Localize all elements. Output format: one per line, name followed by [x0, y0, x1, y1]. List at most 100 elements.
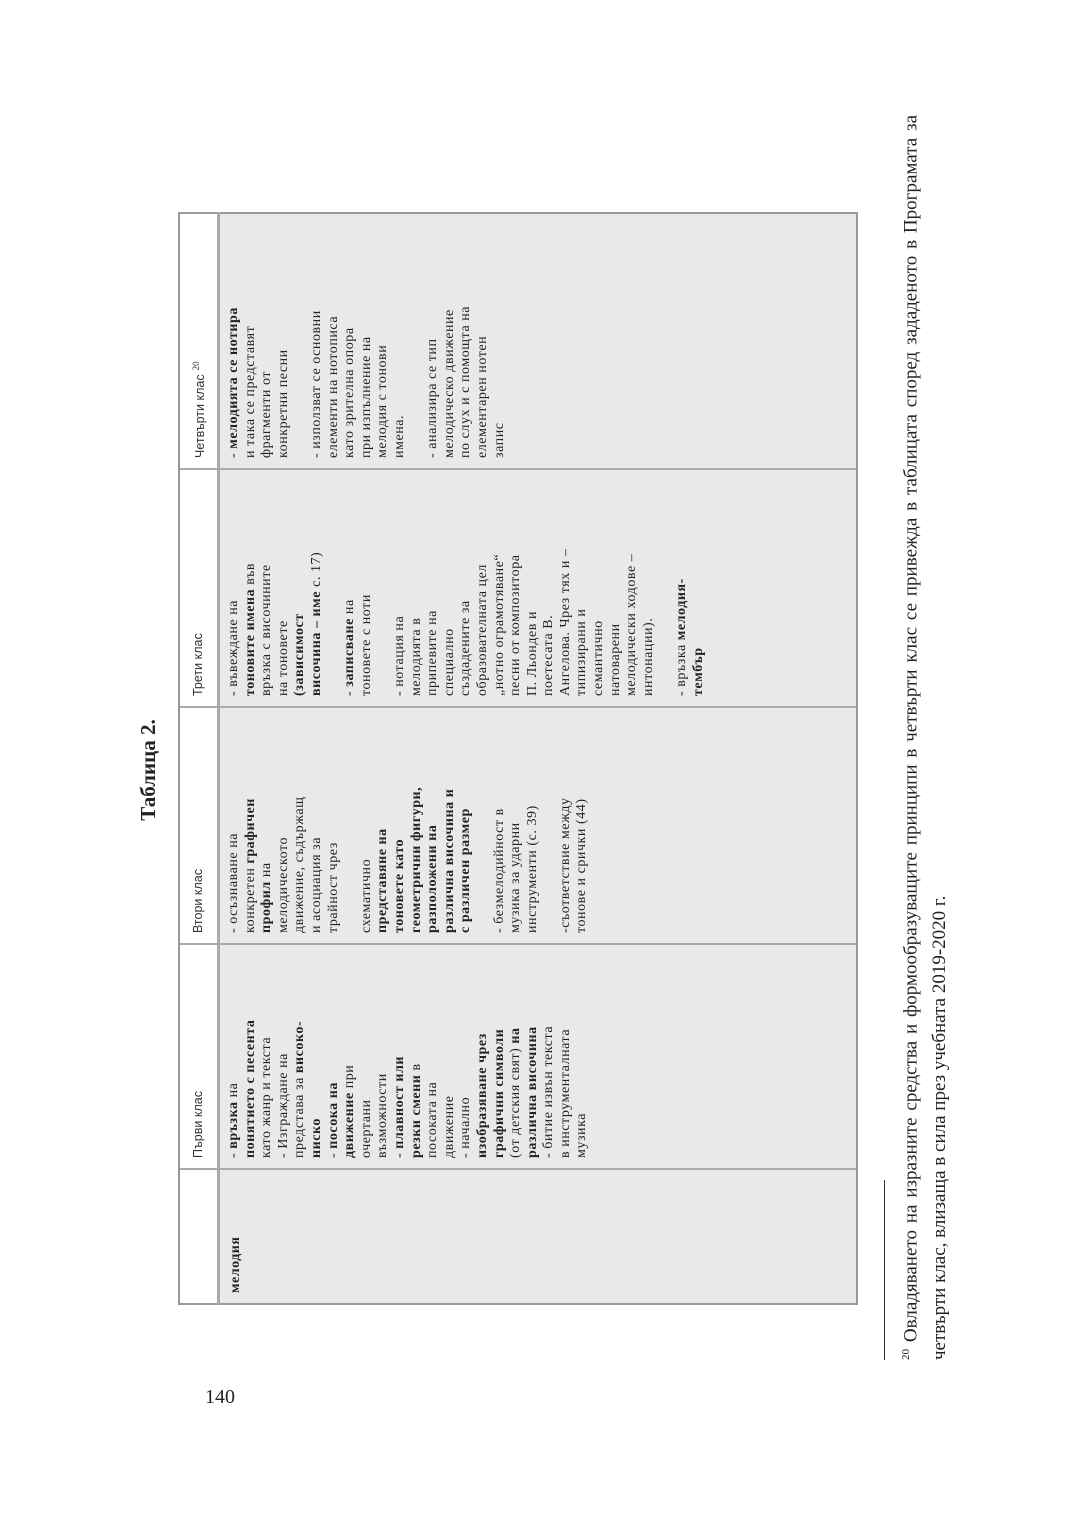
cell-line: припевите на — [425, 478, 442, 696]
text: движение, съдържащ — [292, 796, 308, 933]
cell-line: разположени на — [425, 716, 442, 933]
text: и така се представят — [242, 325, 258, 458]
cell-line: различна височина и — [442, 716, 459, 933]
header-cell-empty — [180, 1170, 217, 1305]
text: в инструменталната — [557, 1028, 573, 1158]
cell-line: тоновете с ноти — [359, 478, 376, 696]
text: - нотация на — [391, 615, 407, 696]
cell-grade-4: - мелодията се нотира и така се представя… — [220, 212, 856, 470]
table-header-row: Първи клас Втори клас Трети клас Четвърт… — [180, 212, 220, 1305]
text: - въвеждане на — [226, 599, 241, 696]
text: песни от композитора — [508, 554, 524, 696]
cell-line: песни от композитора — [508, 478, 525, 696]
cell-line: П. Льондев и — [525, 478, 542, 696]
cell-line — [292, 222, 309, 458]
cell-line: посоката на — [425, 953, 442, 1158]
cell-line: движение при — [342, 953, 359, 1158]
bold-text: мелодията се нотира — [226, 307, 241, 449]
text: конкретни песни — [275, 349, 291, 458]
cell-line: профил на — [259, 716, 276, 933]
bold-text: профил — [259, 881, 275, 933]
curriculum-table: Първи клас Втори клас Трети клас Четвърт… — [178, 212, 858, 1305]
cell-line: създадените за — [458, 478, 475, 696]
bold-text: тоновете като — [391, 838, 407, 933]
text: мелодическо движение — [441, 309, 457, 458]
bold-text: изобразяване чрез — [474, 1033, 490, 1158]
text: поетесата В. — [541, 614, 557, 696]
cell-grade-1: - връзка на понятието с песента като жанр … — [220, 945, 856, 1170]
cell-line — [657, 478, 674, 696]
cell-line: - връзка мелодия- — [674, 478, 691, 696]
text: - битие извън текста — [541, 1025, 557, 1158]
cell-line: - Изграждане на — [276, 953, 293, 1158]
cell-line: като жанр и текста — [259, 953, 276, 1158]
cell-line: очертани — [359, 953, 376, 1158]
cell-line: представяне на — [375, 716, 392, 933]
bold-text: плавност или — [391, 1056, 407, 1149]
page-number: 140 — [205, 1386, 235, 1408]
text: (от детския свят) — [508, 1043, 524, 1158]
text: - — [391, 1148, 407, 1158]
cell-line: с различен размер — [458, 716, 475, 933]
cell-line: - връзка на — [226, 953, 243, 1158]
cell-line: Ангелова. Чрез тях и – — [558, 478, 575, 696]
cell-line: - въвеждане на — [226, 478, 243, 696]
header-cell-grade-1: Първи клас — [180, 945, 217, 1170]
text: запис — [491, 422, 507, 458]
cell-line: мелодическо движение — [442, 222, 459, 458]
cell-line — [409, 222, 426, 458]
cell-line: тембър — [691, 478, 708, 696]
row-label: мелодия — [228, 1236, 243, 1293]
text: връзка с височините — [259, 564, 275, 696]
bold-text: представяне на — [375, 828, 391, 933]
bold-text: височина – име — [308, 590, 324, 696]
header-label-grade-4: Четвърти клас — [193, 374, 208, 458]
bold-text: тембър — [690, 647, 706, 696]
cell-line: връзка с височините — [259, 478, 276, 696]
cell-line — [326, 478, 343, 696]
cell-line: и така се представят — [243, 222, 260, 458]
text: - — [226, 448, 241, 458]
cell-line: -съответствие между — [558, 716, 575, 933]
text: мелодия с тонови — [375, 344, 391, 458]
text: припевите на — [425, 610, 441, 696]
text: „нотно ограмотяване“ — [491, 553, 507, 696]
text: очертани — [358, 1099, 374, 1158]
text: - анализира се тип — [425, 338, 441, 458]
cell-line: - битие извън текста — [541, 953, 558, 1158]
bold-text: ниско — [308, 1118, 324, 1158]
text: интонации). — [640, 617, 656, 696]
text: на — [259, 862, 275, 882]
text: на — [342, 599, 358, 619]
cell-line: фрагменти от — [259, 222, 276, 458]
bold-text: графичен — [242, 798, 258, 864]
cell-line: тоновите имена във — [243, 478, 260, 696]
text: имена. — [391, 414, 407, 458]
cell-line: тоновете като — [392, 716, 409, 933]
text: музика за ударни — [508, 822, 524, 933]
cell-line: трайност чрез — [326, 716, 343, 933]
text: - начално — [458, 1096, 474, 1158]
cell-line: ниско — [309, 953, 326, 1158]
text: тоновете с ноти — [358, 594, 374, 696]
cell-line: движение, съдържащ — [292, 716, 309, 933]
text: мелодически ходове – — [624, 553, 640, 696]
cell-line — [375, 478, 392, 696]
header-cell-grade-3: Трети клас — [180, 470, 217, 708]
cell-line: в инструменталната — [558, 953, 575, 1158]
cell-line: типизирани и — [574, 478, 591, 696]
cell-line: - осъзнаване на — [226, 716, 243, 933]
text: посоката на — [425, 1081, 441, 1158]
text: като зрителна опора — [342, 327, 358, 458]
cell-line: интонации). — [641, 478, 658, 696]
text: движение — [441, 1095, 457, 1158]
cell-line: мелодия с тонови — [375, 222, 392, 458]
cell-line — [475, 716, 492, 933]
cell-line: „нотно ограмотяване“ — [492, 478, 509, 696]
text: и асоциация за — [308, 837, 324, 933]
footnote-number: 20 — [900, 1349, 912, 1360]
cell-line: - мелодията се нотира — [226, 222, 243, 458]
footnote: 20 Овладяването на изразните средства и … — [892, 115, 954, 1360]
text: на тоновете — [275, 620, 291, 696]
cell-line: (от детския свят) на — [508, 953, 525, 1158]
